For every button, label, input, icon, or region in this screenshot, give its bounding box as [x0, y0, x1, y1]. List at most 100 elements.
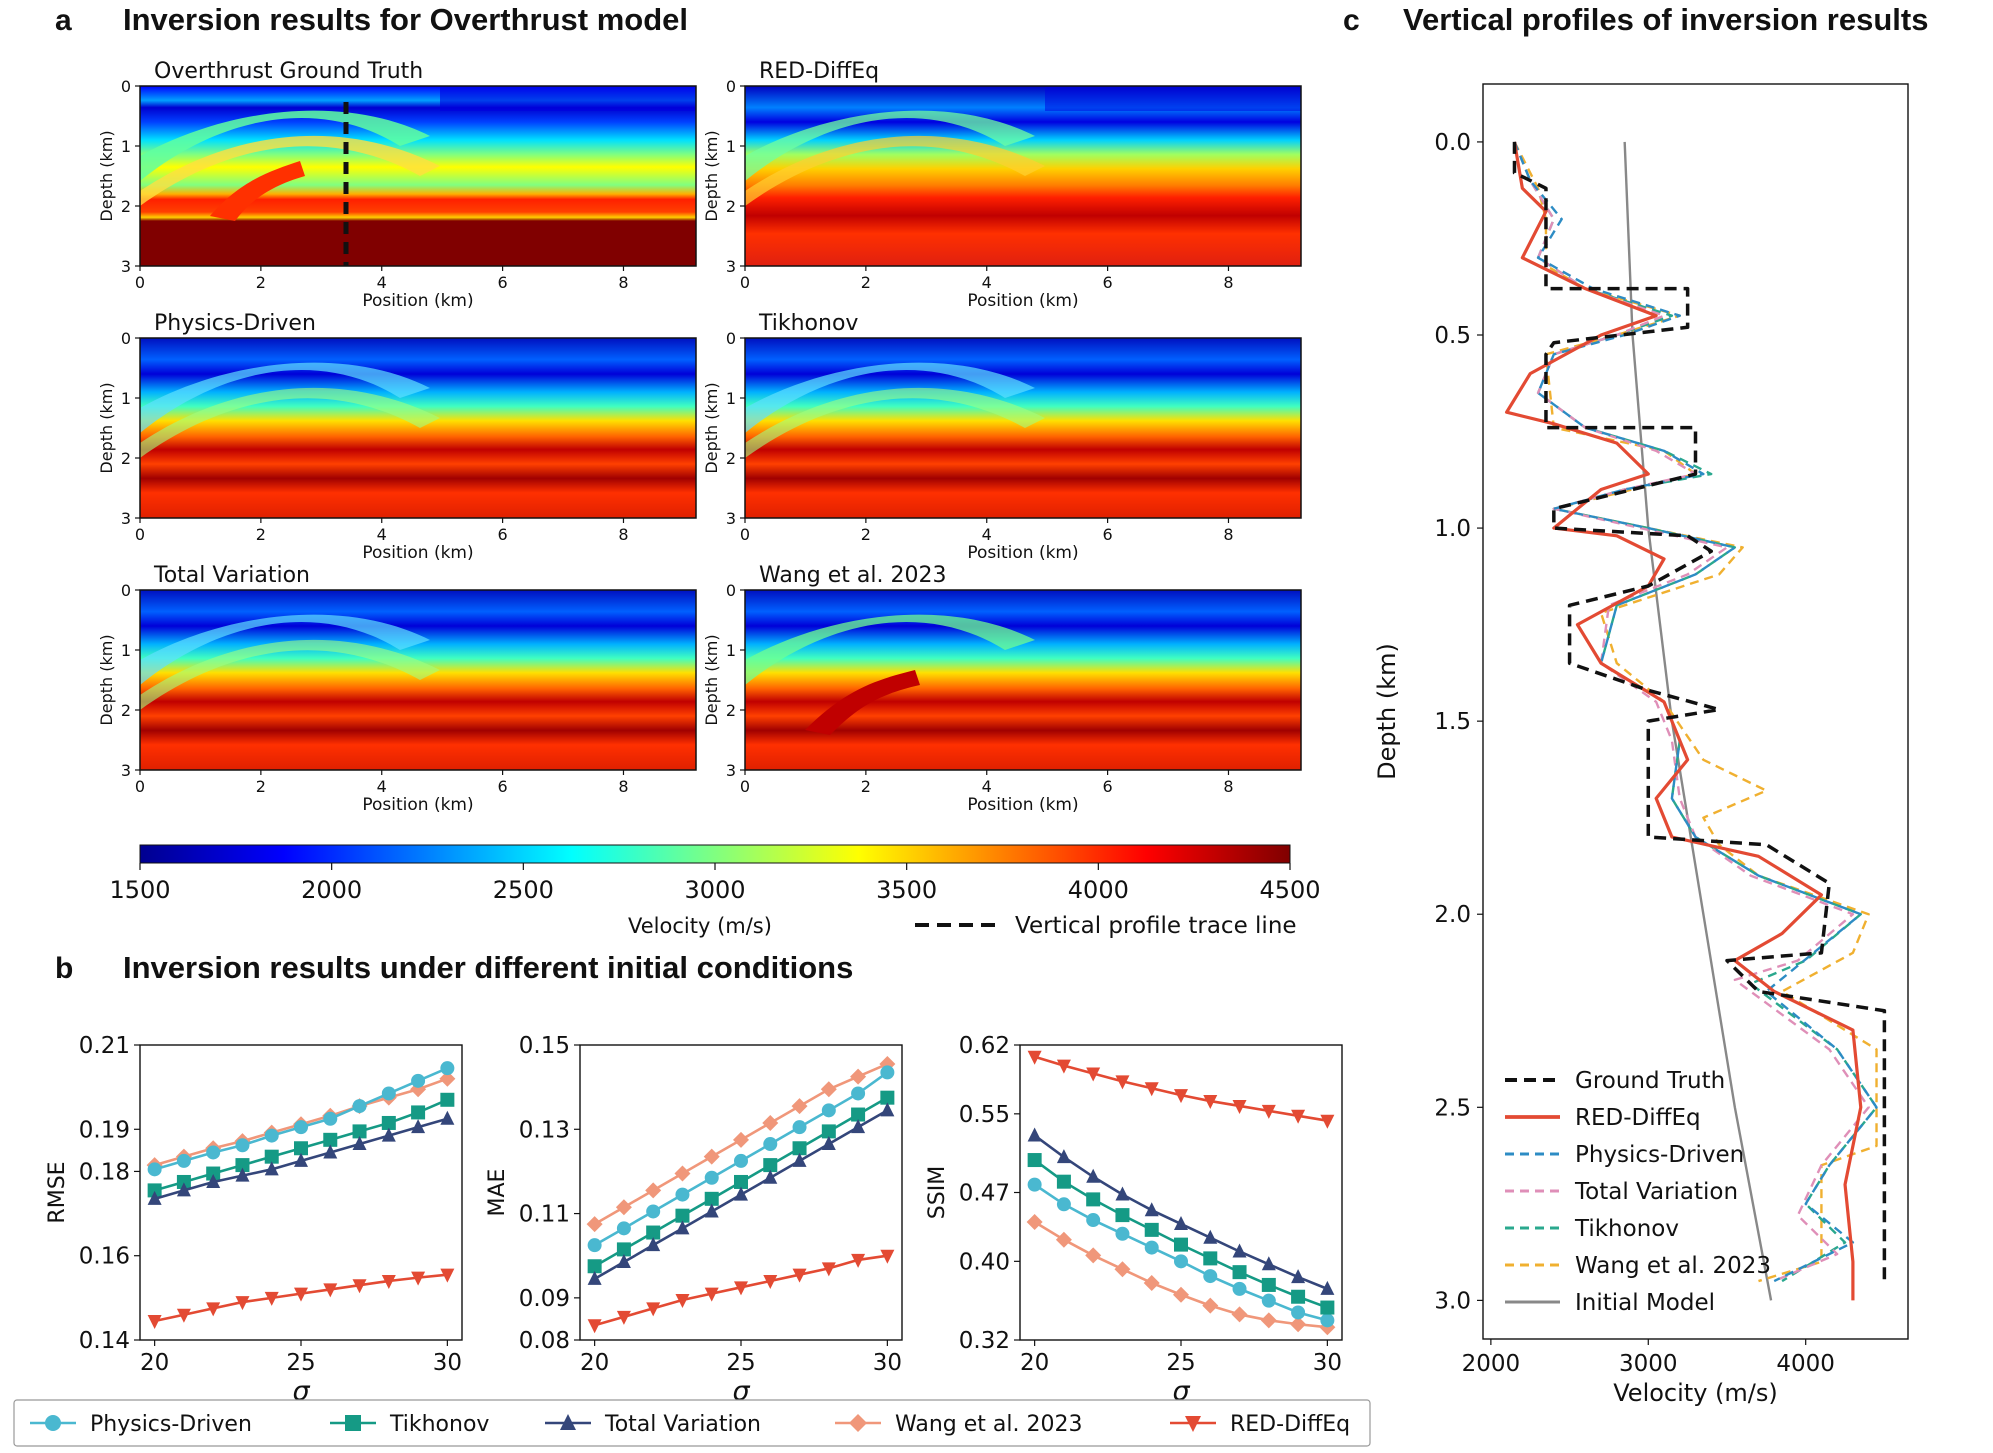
map-band [1045, 86, 1301, 111]
map-fold [140, 387, 440, 458]
xtick-label: 25 [1166, 1350, 1195, 1376]
marker-triangle-up [792, 1152, 807, 1167]
map-axes: Tikhonov 0 2 4 6 8 0 1 2 3 Position (km) Depth (km) [702, 311, 1302, 563]
map-xtick-label: 8 [618, 273, 628, 292]
map-xtick-label: 2 [256, 525, 266, 544]
marker-circle [294, 1120, 308, 1135]
map-ytick-label: 3 [121, 509, 131, 528]
marker-diamond [762, 1114, 779, 1131]
marker-square [1232, 1265, 1247, 1280]
marker-triangle-down [381, 1275, 396, 1289]
marker-diamond [674, 1165, 691, 1182]
map-title: RED-DiffEq [759, 59, 879, 84]
map-fold [140, 362, 430, 433]
map-ylabel: Depth (km) [97, 130, 116, 221]
marker-triangle-down [440, 1268, 455, 1283]
map-xtick-label: 0 [135, 273, 145, 292]
marker-square [323, 1132, 338, 1147]
marker-triangle-down [1320, 1114, 1335, 1129]
colorbar-tick-label: 1500 [109, 876, 170, 904]
legend-c-label: Total Variation [1574, 1179, 1738, 1205]
marker-diamond [1202, 1297, 1219, 1314]
marker-circle [763, 1137, 778, 1152]
map-title: Wang et al. 2023 [759, 563, 946, 588]
map-ytick-label: 0 [726, 581, 736, 600]
map-xtick-label: 6 [1103, 777, 1113, 796]
marker-triangle-up [587, 1270, 602, 1285]
map-xtick-label: 4 [982, 273, 992, 292]
marker-triangle-up [821, 1136, 836, 1151]
colorbar-tick-label: 2000 [301, 876, 362, 904]
marker-circle [1203, 1269, 1218, 1284]
map-axes: Overthrust Ground Truth 0 2 4 6 8 0 1 2 3 Position… [97, 59, 697, 311]
ytick-label: 3.0 [1434, 1288, 1471, 1314]
map-ytick-label: 3 [726, 509, 736, 528]
colorbar-label: Velocity (m/s) [628, 914, 772, 938]
map-xtick-label: 8 [618, 777, 628, 796]
marker-triangle-down [323, 1283, 338, 1298]
colorbar: 1500 2000 2500 3000 3500 4000 4500 Velocity (m… [109, 844, 1321, 939]
map-xtick-label: 8 [618, 525, 628, 544]
marker-triangle-up [560, 1414, 576, 1430]
marker-triangle-up [264, 1161, 279, 1176]
map-image [745, 338, 1301, 518]
ylabel: MAE [485, 1169, 510, 1217]
marker-circle [1261, 1293, 1276, 1308]
map-xtick-label: 6 [1103, 273, 1113, 292]
marker-triangle-down [1056, 1059, 1071, 1074]
marker-circle [792, 1120, 807, 1135]
marker-diamond [849, 1414, 867, 1432]
map-ytick-label: 1 [121, 137, 131, 156]
panel-letter-b: b [55, 952, 73, 985]
marker-triangle-up [1232, 1243, 1247, 1258]
marker-triangle-down [294, 1287, 308, 1302]
marker-triangle-up [1027, 1127, 1042, 1142]
xtick-label: 2000 [1462, 1351, 1521, 1377]
legend-b-frame [13, 1399, 1371, 1447]
legend-c-label: Tikhonov [1574, 1216, 1679, 1242]
map-ytick-label: 2 [726, 197, 736, 216]
marker-circle [1027, 1177, 1042, 1192]
marker-triangle-down [1291, 1109, 1306, 1124]
map-ytick-label: 2 [121, 449, 131, 468]
legend-c-label: Initial Model [1575, 1290, 1715, 1316]
marker-triangle-up [176, 1182, 191, 1197]
map-ytick-label: 3 [726, 761, 736, 780]
map-xtick-label: 4 [377, 273, 387, 292]
map-fold [140, 135, 440, 206]
marker-circle [1291, 1305, 1306, 1320]
ytick-label: 0.62 [959, 1033, 1010, 1059]
xtick-label: 25 [286, 1350, 315, 1376]
map-ytick-label: 1 [726, 389, 736, 408]
legend-c-label: Ground Truth [1575, 1068, 1725, 1094]
map-title: Total Variation [153, 563, 310, 588]
legend-b: Physics-Driven Tikhonov Total Variation Wan… [13, 1399, 1371, 1447]
map-xlabel: Position (km) [967, 291, 1078, 311]
ytick-label: 0.21 [79, 1033, 130, 1059]
marker-square [1203, 1251, 1218, 1266]
marker-diamond [1055, 1231, 1072, 1248]
marker-triangle-up [147, 1190, 162, 1205]
marker-triangle-down [352, 1279, 367, 1294]
legend-b-label: Total Variation [604, 1412, 761, 1437]
marker-square [646, 1225, 661, 1240]
marker-diamond [850, 1068, 867, 1085]
chart-mae: 0.08 0.09 0.11 0.13 0.15 20 25 30 σ MAE [485, 1033, 903, 1407]
profile-line [1513, 141, 1878, 1283]
map-band [440, 86, 696, 111]
map-xtick-label: 2 [861, 777, 871, 796]
map-ylabel: Depth (km) [702, 130, 721, 221]
map-xtick-label: 0 [740, 777, 750, 796]
marker-triangle-down [235, 1296, 250, 1311]
map-frame [139, 589, 697, 771]
marker-circle [323, 1111, 338, 1126]
map-ytick-label: 1 [726, 137, 736, 156]
marker-diamond [615, 1199, 632, 1216]
map-xtick-label: 8 [1223, 525, 1233, 544]
map-ytick-label: 0 [726, 77, 736, 96]
map-image [140, 590, 696, 770]
map-xtick-label: 0 [135, 777, 145, 796]
marker-triangle-down [1115, 1075, 1130, 1090]
marker-circle [734, 1153, 748, 1168]
ytick-label: 0.0 [1434, 130, 1471, 156]
